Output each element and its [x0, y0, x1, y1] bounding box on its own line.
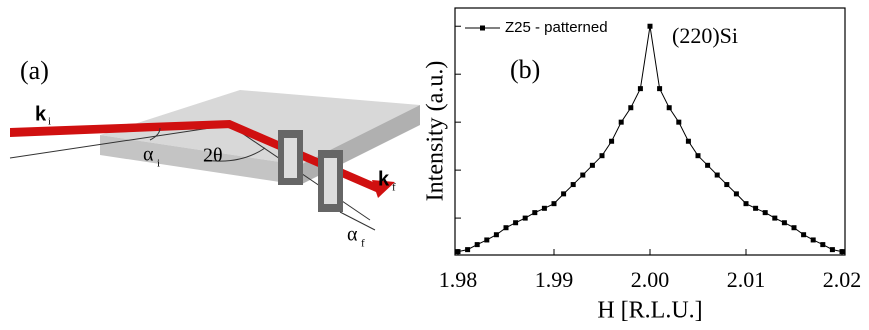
data-point — [705, 162, 711, 168]
data-point — [743, 201, 749, 207]
label: f — [361, 238, 365, 250]
data-point — [580, 172, 586, 178]
label: α — [347, 224, 358, 246]
slab-top — [100, 90, 420, 165]
data-point — [637, 86, 643, 92]
data-point — [791, 225, 797, 231]
panel-label: (b) — [510, 55, 540, 84]
x-tick-label: 2.02 — [823, 267, 862, 292]
slab-front — [100, 135, 300, 185]
x-axis-label: H [R.L.U.] — [597, 298, 702, 324]
data-point — [772, 215, 778, 221]
data-point — [503, 225, 509, 231]
data-point — [666, 105, 672, 111]
panel-b: (b) (220)Si H [R.L.U.] Intensity (a.u.) … — [423, 7, 862, 324]
label: i — [157, 158, 160, 170]
data-point — [513, 220, 519, 226]
data-point — [714, 172, 720, 178]
slit-opening — [324, 158, 337, 204]
legend-marker — [480, 25, 485, 31]
data-point — [733, 191, 739, 197]
data-point — [570, 182, 576, 188]
angle-arc — [204, 147, 266, 162]
reference-line — [339, 211, 376, 231]
y-axis-label: Intensity (a.u.) — [423, 61, 449, 202]
data-point — [465, 247, 471, 253]
reference-line — [9, 124, 231, 159]
data-point — [647, 23, 653, 29]
data-point — [685, 138, 691, 144]
label: i — [48, 116, 51, 128]
panel-label: (a) — [20, 56, 49, 85]
data-point — [801, 232, 807, 238]
data-point — [609, 138, 615, 144]
data-point — [724, 182, 730, 188]
annotation: (220)Si — [672, 23, 738, 48]
data-point — [762, 210, 768, 216]
x-tick-label: 1.99 — [535, 267, 574, 292]
data-point — [829, 247, 835, 253]
data-point — [599, 153, 605, 159]
data-point — [628, 105, 634, 111]
incident-beam — [10, 120, 232, 137]
slit-opening — [284, 138, 297, 178]
data-point — [781, 220, 787, 226]
data-point — [820, 242, 826, 248]
panel-a: (a) k i α i 2θ k f α f — [9, 56, 420, 250]
label: k — [378, 168, 390, 190]
angle-arc — [149, 127, 161, 141]
data-point — [589, 162, 595, 168]
data-point — [455, 249, 461, 255]
data-point — [810, 237, 816, 243]
x-tick-label: 1.98 — [439, 267, 478, 292]
label: 2θ — [203, 145, 223, 167]
data-point — [839, 249, 845, 255]
arrow-head — [372, 180, 395, 198]
data-point — [493, 232, 499, 238]
data-point — [657, 86, 663, 92]
data-point — [695, 153, 701, 159]
data-point — [541, 205, 547, 211]
label: k — [35, 103, 47, 125]
plot-frame — [454, 7, 846, 256]
data-point — [618, 119, 624, 125]
label: f — [392, 182, 396, 194]
x-tick-label: 2.00 — [631, 267, 670, 292]
x-tick-label: 2.01 — [727, 267, 766, 292]
data-point — [474, 242, 480, 248]
data-point — [561, 191, 567, 197]
data-point — [522, 215, 528, 221]
label: α — [143, 144, 154, 166]
data-point — [484, 237, 490, 243]
data-point — [753, 205, 759, 211]
data-point — [551, 201, 557, 207]
data-point — [532, 210, 538, 216]
legend-label: Z25 - patterned — [505, 19, 608, 36]
data-point — [676, 119, 682, 125]
